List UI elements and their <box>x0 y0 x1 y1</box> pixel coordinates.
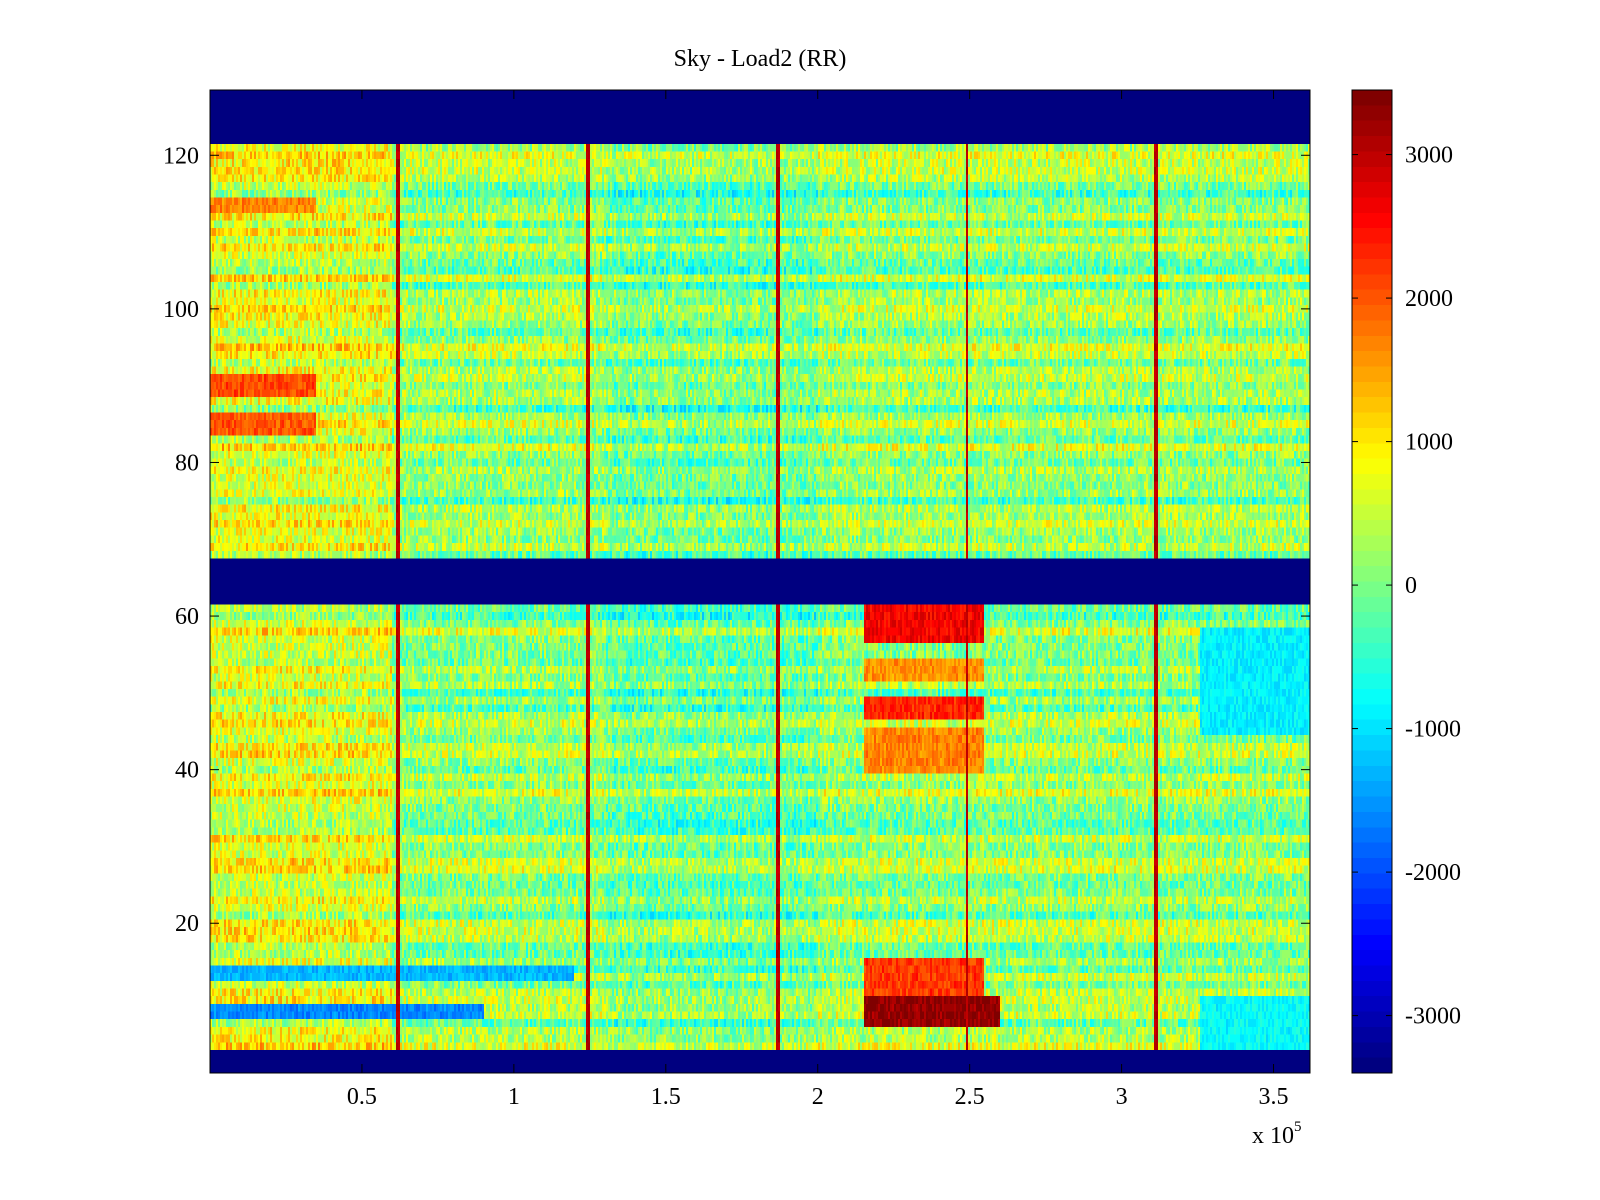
colorbar-tick-label: -1000 <box>1405 717 1461 743</box>
colorbar-tick-label: -2000 <box>1405 860 1461 886</box>
colorbar-tick-label: 0 <box>1405 573 1417 599</box>
plot-frame <box>209 89 1311 1074</box>
x-axis: 0.5 1 1.5 2 2.5 3 3.5 <box>347 90 1289 1110</box>
x-tick-label: 2.5 <box>955 1084 985 1110</box>
x-multiplier-exponent: 5 <box>1294 1119 1302 1135</box>
y-tick-label: 120 <box>163 143 199 169</box>
colorbar-tick-label: 3000 <box>1405 143 1453 169</box>
x-tick-label: 1 <box>508 1084 520 1110</box>
x-multiplier-label: x 105 <box>1252 1119 1302 1149</box>
y-tick-label: 20 <box>175 911 199 937</box>
y-tick-label: 40 <box>175 758 199 784</box>
colorbar-image <box>1352 90 1392 1073</box>
heatmap-image <box>210 90 1310 1073</box>
colorbar-tick-label: 1000 <box>1405 430 1453 456</box>
chart-title: Sky - Load2 (RR) <box>674 46 847 72</box>
x-tick-label: 3 <box>1116 1084 1128 1110</box>
x-tick-label: 1.5 <box>651 1084 681 1110</box>
y-tick-label: 60 <box>175 604 199 630</box>
colorbar-axis: 3000 2000 1000 0 -1000 -2000 -3000 <box>1352 143 1461 1030</box>
y-tick-label: 100 <box>163 297 199 323</box>
y-tick-label: 80 <box>175 450 199 476</box>
colorbar-tick-label: 2000 <box>1405 286 1453 312</box>
x-tick-label: 0.5 <box>347 1084 377 1110</box>
colorbar-frame <box>1351 89 1393 1074</box>
x-tick-label: 3.5 <box>1259 1084 1289 1110</box>
colorbar-tick-label: -3000 <box>1405 1004 1461 1030</box>
y-axis: 20 40 60 80 100 120 <box>163 143 1310 937</box>
x-tick-label: 2 <box>812 1084 824 1110</box>
